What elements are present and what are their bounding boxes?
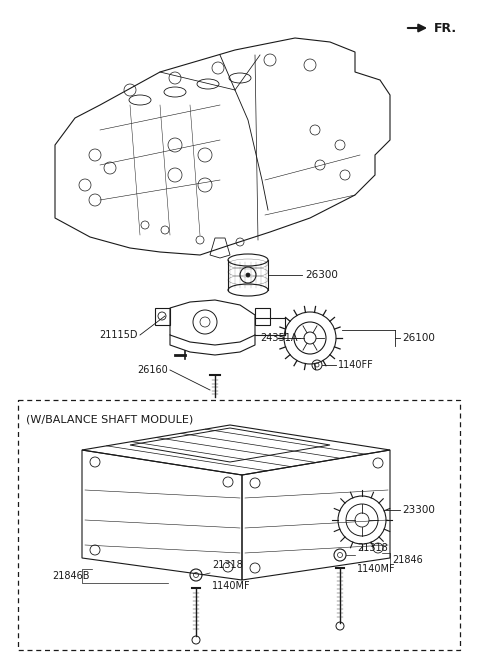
Text: 21115D: 21115D xyxy=(99,330,138,340)
Text: 21318: 21318 xyxy=(357,543,388,553)
Text: 1140MF: 1140MF xyxy=(212,581,251,591)
Text: 21846: 21846 xyxy=(392,555,423,565)
Text: 21846B: 21846B xyxy=(52,571,90,581)
Text: 26100: 26100 xyxy=(402,333,435,343)
Text: 21318: 21318 xyxy=(212,560,243,570)
Text: 26160: 26160 xyxy=(137,365,168,375)
Text: 24351A: 24351A xyxy=(261,333,298,343)
Text: (W/BALANCE SHAFT MODULE): (W/BALANCE SHAFT MODULE) xyxy=(26,414,193,424)
Text: FR.: FR. xyxy=(434,22,457,35)
Circle shape xyxy=(246,273,250,277)
Text: 26300: 26300 xyxy=(305,270,338,280)
Text: 23300: 23300 xyxy=(402,505,435,515)
Text: 1140FF: 1140FF xyxy=(338,360,374,370)
Bar xyxy=(18,400,460,650)
Text: 1140MF: 1140MF xyxy=(357,564,396,574)
